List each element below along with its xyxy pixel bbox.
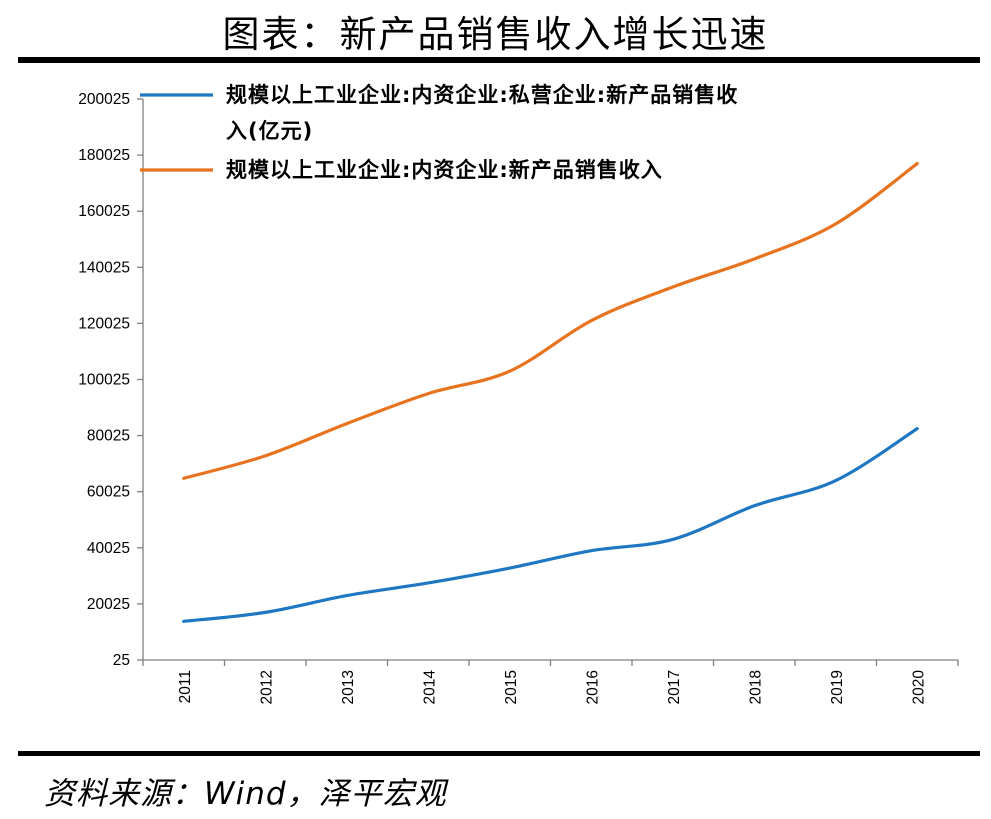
source-note: 资料来源：Wind，泽平宏观 <box>44 776 447 812</box>
chart-legend: 规模以上工业企业:内资企业:私营企业:新产品销售收入(亿元) 规模以上工业企业:内… <box>140 83 738 182</box>
x-tick-label: 2014 <box>421 670 438 705</box>
y-tick-label: 120025 <box>78 315 130 332</box>
legend-label: 规模以上工业企业:内资企业:私营企业:新产品销售收 <box>226 83 738 107</box>
y-tick-label: 20025 <box>87 596 130 613</box>
y-axis-ticks: 200025 180025 160025 140025 120025 100025 8002… <box>78 91 143 669</box>
x-tick-label: 2012 <box>258 670 275 704</box>
y-tick-label: 200025 <box>78 91 130 108</box>
x-tick-label: 2011 <box>177 670 194 703</box>
legend-label: 入(亿元) <box>226 119 313 143</box>
y-tick-label: 60025 <box>87 484 130 501</box>
y-tick-label: 40025 <box>87 540 130 557</box>
figure-title: 图表：新产品销售收入增长迅速 <box>222 13 769 56</box>
y-tick-label: 160025 <box>78 203 130 220</box>
chart-series <box>182 161 919 623</box>
x-tick-label: 2018 <box>747 670 764 704</box>
chart-axes <box>142 99 958 661</box>
x-tick-label: 2020 <box>910 670 927 705</box>
series-line-1 <box>182 427 919 623</box>
y-tick-label: 100025 <box>78 372 130 389</box>
bottom-rule <box>18 751 980 756</box>
x-axis-ticks: 2011 2012 2013 2014 2015 2016 2017 2018 2019 2020 <box>142 660 959 705</box>
y-tick-label: 180025 <box>78 147 130 164</box>
legend-label: 规模以上工业企业:内资企业:新产品销售收入 <box>226 158 663 182</box>
x-tick-label: 2013 <box>340 670 357 704</box>
y-tick-label: 25 <box>113 652 130 669</box>
x-tick-label: 2019 <box>829 670 846 704</box>
y-tick-label: 140025 <box>78 259 130 276</box>
top-rule <box>18 57 980 63</box>
x-tick-label: 2015 <box>503 670 520 704</box>
x-tick-label: 2017 <box>666 670 683 704</box>
y-tick-label: 80025 <box>87 428 130 445</box>
series-line-2 <box>182 161 919 480</box>
x-tick-label: 2016 <box>584 670 601 704</box>
